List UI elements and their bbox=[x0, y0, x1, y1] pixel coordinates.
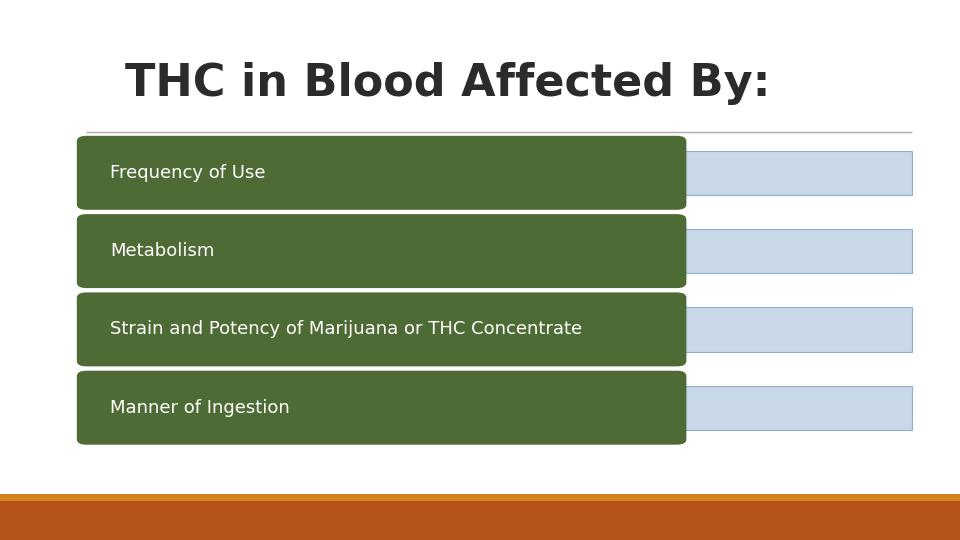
FancyBboxPatch shape bbox=[86, 151, 912, 195]
FancyBboxPatch shape bbox=[86, 307, 912, 352]
FancyBboxPatch shape bbox=[77, 370, 686, 445]
FancyBboxPatch shape bbox=[77, 136, 686, 210]
FancyBboxPatch shape bbox=[77, 293, 686, 366]
Text: THC in Blood Affected By:: THC in Blood Affected By: bbox=[125, 62, 770, 105]
Text: Frequency of Use: Frequency of Use bbox=[110, 164, 266, 182]
Text: Manner of Ingestion: Manner of Ingestion bbox=[110, 399, 290, 417]
Text: Strain and Potency of Marijuana or THC Concentrate: Strain and Potency of Marijuana or THC C… bbox=[110, 320, 583, 339]
FancyBboxPatch shape bbox=[77, 214, 686, 288]
FancyBboxPatch shape bbox=[86, 386, 912, 430]
FancyBboxPatch shape bbox=[86, 229, 912, 273]
Text: Metabolism: Metabolism bbox=[110, 242, 215, 260]
Bar bbox=[0, 494, 960, 501]
Bar bbox=[0, 494, 960, 540]
